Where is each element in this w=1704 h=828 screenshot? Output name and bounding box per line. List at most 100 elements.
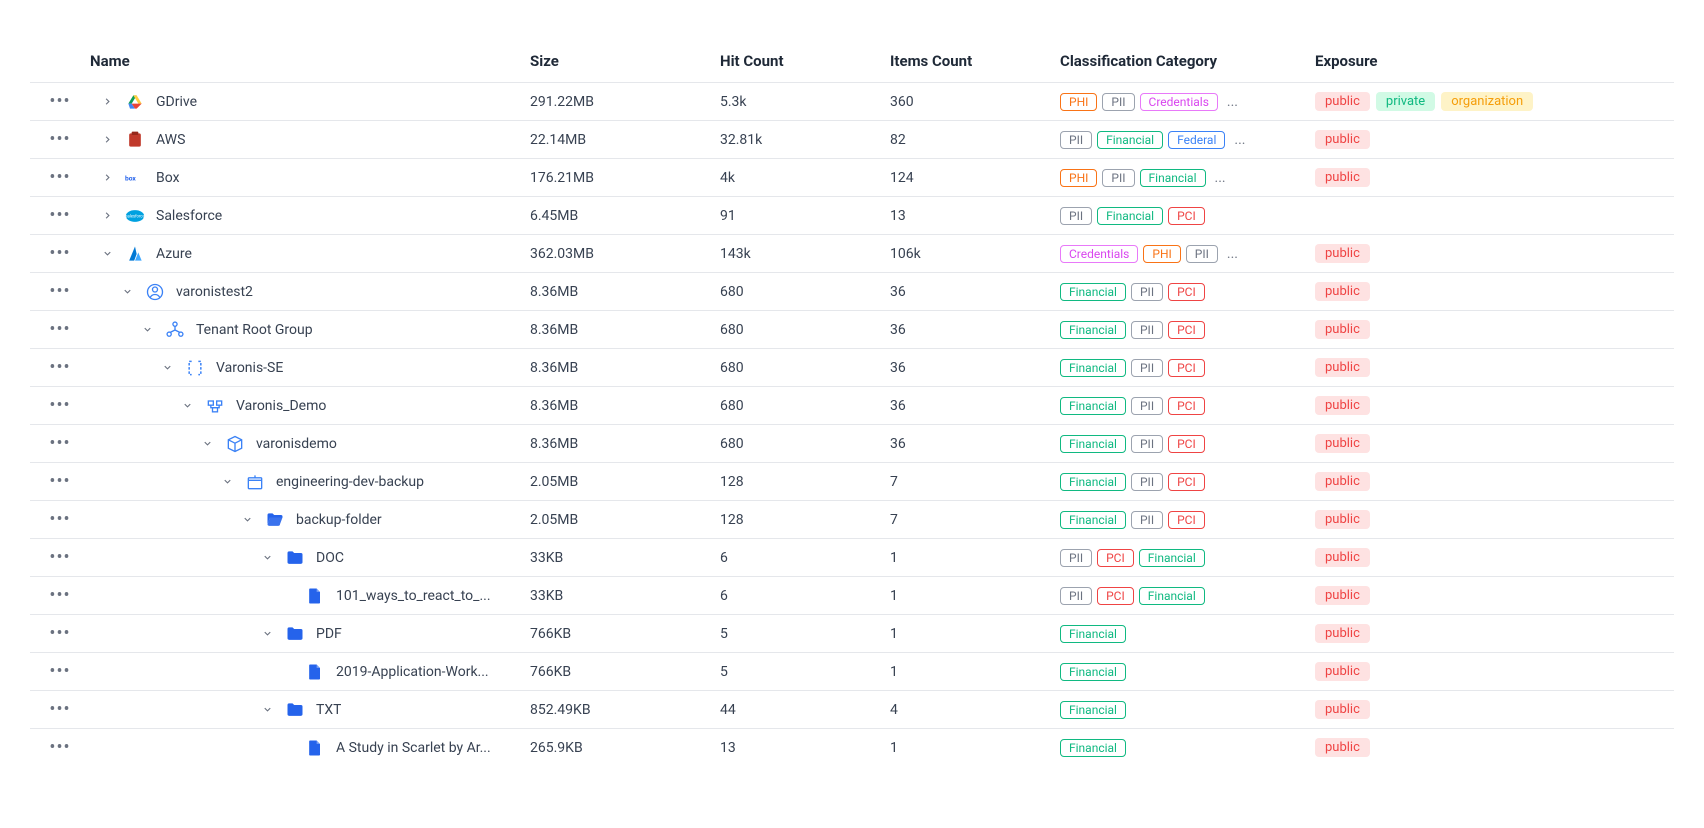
classification-tag[interactable]: PCI [1168, 321, 1205, 339]
col-classification[interactable]: Classification Category [1060, 52, 1315, 70]
classification-tag[interactable]: PII [1102, 93, 1134, 111]
exposure-badge[interactable]: public [1315, 662, 1370, 681]
classification-tag[interactable]: PII [1102, 169, 1134, 187]
classification-tag[interactable]: PHI [1060, 169, 1097, 187]
classification-tag[interactable]: Financial [1060, 359, 1126, 377]
col-items-count[interactable]: Items Count [890, 52, 1060, 70]
classification-tag[interactable]: Credentials [1140, 93, 1218, 111]
col-exposure[interactable]: Exposure [1315, 52, 1575, 70]
exposure-badge[interactable]: public [1315, 168, 1370, 187]
row-actions-menu[interactable]: ••• [49, 397, 70, 415]
row-actions-menu[interactable]: ••• [49, 131, 70, 149]
classification-tag[interactable]: PCI [1168, 473, 1205, 491]
classification-tag[interactable]: PCI [1097, 549, 1134, 567]
classification-tag[interactable]: PII [1131, 435, 1163, 453]
more-tags-icon[interactable]: ... [1223, 94, 1238, 110]
row-actions-menu[interactable]: ••• [49, 245, 70, 263]
classification-tag[interactable]: Financial [1060, 283, 1126, 301]
row-actions-menu[interactable]: ••• [49, 435, 70, 453]
row-actions-menu[interactable]: ••• [49, 359, 70, 377]
more-tags-icon[interactable]: ... [1211, 170, 1226, 186]
row-actions-menu[interactable]: ••• [49, 321, 70, 339]
exposure-badge[interactable]: public [1315, 396, 1370, 415]
classification-tag[interactable]: PCI [1097, 587, 1134, 605]
exposure-badge[interactable]: public [1315, 434, 1370, 453]
exposure-badge[interactable]: public [1315, 130, 1370, 149]
col-name[interactable]: Name [90, 52, 530, 70]
table-row[interactable]: ••• varonisdemo 8.36MB68036FinancialPIIP… [30, 424, 1674, 462]
classification-tag[interactable]: Financial [1140, 169, 1206, 187]
classification-tag[interactable]: PII [1131, 511, 1163, 529]
classification-tag[interactable]: Financial [1060, 701, 1126, 719]
classification-tag[interactable]: Financial [1097, 131, 1163, 149]
row-actions-menu[interactable]: ••• [49, 739, 70, 757]
classification-tag[interactable]: PII [1131, 283, 1163, 301]
classification-tag[interactable]: PII [1186, 245, 1218, 263]
row-actions-menu[interactable]: ••• [49, 207, 70, 225]
more-tags-icon[interactable]: ... [1230, 132, 1245, 148]
exposure-badge[interactable]: public [1315, 92, 1370, 111]
expand-toggle[interactable] [240, 514, 254, 525]
col-hit-count[interactable]: Hit Count [720, 52, 890, 70]
exposure-badge[interactable]: public [1315, 510, 1370, 529]
table-row[interactable]: ••• A Study in Scarlet by Ar... 265.9KB1… [30, 728, 1674, 766]
row-actions-menu[interactable]: ••• [49, 701, 70, 719]
table-row[interactable]: ••• box Box 176.21MB4k124PHIPIIFinancial… [30, 158, 1674, 196]
classification-tag[interactable]: Financial [1060, 321, 1126, 339]
classification-tag[interactable]: PII [1060, 207, 1092, 225]
expand-toggle[interactable] [260, 552, 274, 563]
row-actions-menu[interactable]: ••• [49, 511, 70, 529]
exposure-badge[interactable]: public [1315, 548, 1370, 567]
col-size[interactable]: Size [530, 52, 720, 70]
table-row[interactable]: ••• Azure 362.03MB143k106kCredentialsPHI… [30, 234, 1674, 272]
row-actions-menu[interactable]: ••• [49, 283, 70, 301]
classification-tag[interactable]: PII [1131, 473, 1163, 491]
classification-tag[interactable]: Financial [1060, 397, 1126, 415]
classification-tag[interactable]: PCI [1168, 397, 1205, 415]
table-row[interactable]: ••• TXT 852.49KB444Financialpublic [30, 690, 1674, 728]
exposure-badge[interactable]: public [1315, 282, 1370, 301]
classification-tag[interactable]: PCI [1168, 435, 1205, 453]
classification-tag[interactable]: Financial [1060, 625, 1126, 643]
row-actions-menu[interactable]: ••• [49, 93, 70, 111]
expand-toggle[interactable] [200, 438, 214, 449]
exposure-badge[interactable]: public [1315, 320, 1370, 339]
row-actions-menu[interactable]: ••• [49, 625, 70, 643]
classification-tag[interactable]: PCI [1168, 207, 1205, 225]
classification-tag[interactable]: Financial [1097, 207, 1163, 225]
classification-tag[interactable]: PII [1060, 587, 1092, 605]
exposure-badge[interactable]: public [1315, 586, 1370, 605]
row-actions-menu[interactable]: ••• [49, 587, 70, 605]
expand-toggle[interactable] [140, 324, 154, 335]
classification-tag[interactable]: Financial [1139, 587, 1205, 605]
classification-tag[interactable]: PCI [1168, 511, 1205, 529]
table-row[interactable]: ••• PDF 766KB51Financialpublic [30, 614, 1674, 652]
more-tags-icon[interactable]: ... [1223, 246, 1238, 262]
row-actions-menu[interactable]: ••• [49, 473, 70, 491]
classification-tag[interactable]: Financial [1060, 435, 1126, 453]
table-row[interactable]: ••• DOC 33KB61PIIPCIFinancialpublic [30, 538, 1674, 576]
expand-toggle[interactable] [100, 172, 114, 183]
classification-tag[interactable]: Financial [1060, 473, 1126, 491]
table-row[interactable]: ••• salesforce Salesforce 6.45MB9113PIIF… [30, 196, 1674, 234]
table-row[interactable]: ••• engineering-dev-backup 2.05MB1287Fin… [30, 462, 1674, 500]
classification-tag[interactable]: PII [1131, 397, 1163, 415]
table-row[interactable]: ••• GDrive 291.22MB5.3k360PHIPIICredenti… [30, 82, 1674, 120]
classification-tag[interactable]: PHI [1060, 93, 1097, 111]
expand-toggle[interactable] [260, 704, 274, 715]
exposure-badge[interactable]: private [1376, 92, 1435, 111]
expand-toggle[interactable] [160, 362, 174, 373]
row-actions-menu[interactable]: ••• [49, 663, 70, 681]
classification-tag[interactable]: PHI [1143, 245, 1180, 263]
exposure-badge[interactable]: public [1315, 738, 1370, 757]
exposure-badge[interactable]: organization [1441, 92, 1533, 111]
row-actions-menu[interactable]: ••• [49, 549, 70, 567]
row-actions-menu[interactable]: ••• [49, 169, 70, 187]
expand-toggle[interactable] [100, 134, 114, 145]
classification-tag[interactable]: PII [1060, 131, 1092, 149]
classification-tag[interactable]: Financial [1060, 663, 1126, 681]
exposure-badge[interactable]: public [1315, 700, 1370, 719]
table-row[interactable]: ••• varonistest2 8.36MB68036FinancialPII… [30, 272, 1674, 310]
table-row[interactable]: ••• Varonis-SE 8.36MB68036FinancialPIIPC… [30, 348, 1674, 386]
classification-tag[interactable]: PII [1060, 549, 1092, 567]
